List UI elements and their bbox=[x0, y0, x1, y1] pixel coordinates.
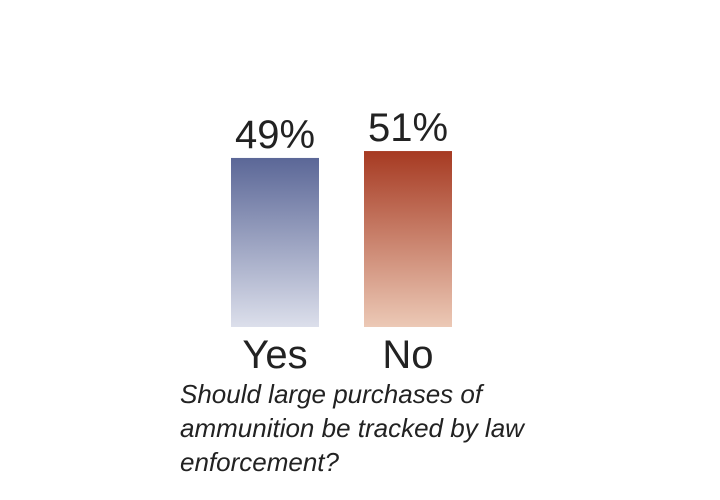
category-label-yes: Yes bbox=[242, 333, 307, 377]
value-label-yes: 49% bbox=[235, 113, 315, 157]
value-label-no: 51% bbox=[368, 106, 448, 150]
labels-group: 49% Yes 51% No bbox=[235, 106, 448, 377]
chart-caption: Should large purchases of ammunition be … bbox=[180, 379, 524, 477]
bar-no bbox=[364, 151, 452, 327]
bar-yes bbox=[231, 157, 319, 327]
bars-group bbox=[231, 151, 452, 327]
category-label-no: No bbox=[382, 333, 433, 377]
